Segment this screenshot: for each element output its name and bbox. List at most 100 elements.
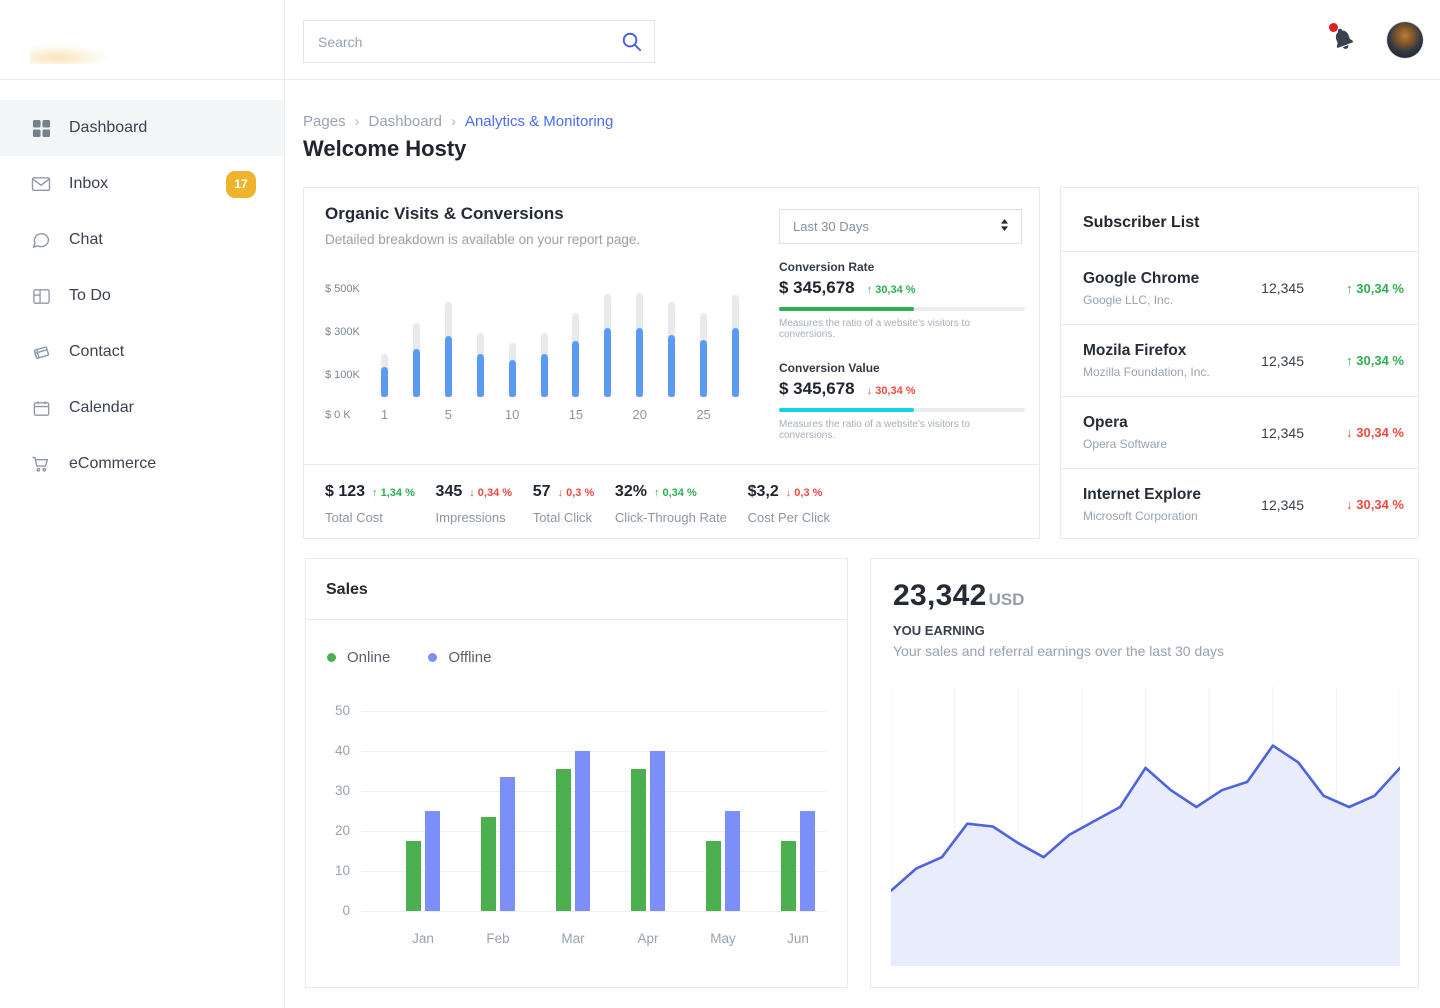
topbar: [0, 0, 1440, 80]
sales-card-title: Sales: [326, 581, 368, 598]
breadcrumb-link[interactable]: Dashboard: [368, 113, 442, 130]
metric-value: $ 345,678: [779, 278, 855, 297]
stat-value: 345: [435, 483, 463, 500]
legend-item-online: Online: [327, 649, 390, 666]
subscriber-name: Mozila Firefox: [1083, 342, 1187, 359]
organic-bar: [668, 302, 676, 397]
sidebar-item-label: eCommerce: [69, 455, 157, 472]
legend-label: Offline: [448, 649, 492, 666]
metric-label: Conversion Value: [779, 361, 880, 375]
organic-bar-fill: [668, 335, 676, 397]
sidebar-item-label: Dashboard: [69, 119, 148, 136]
sales-bar-offline: [575, 751, 590, 911]
x-axis-tick: 20: [632, 407, 647, 422]
sales-bar-online: [706, 841, 721, 911]
breadcrumb-separator: ›: [354, 113, 360, 130]
x-axis-tick: Mar: [561, 931, 585, 946]
organic-visits-card: Organic Visits & Conversions Detailed br…: [303, 187, 1040, 539]
organic-bar-fill: [731, 328, 739, 397]
sidebar-item-chat[interactable]: Chat: [0, 212, 284, 268]
search-input[interactable]: [304, 33, 616, 50]
subscriber-name: Opera: [1083, 414, 1128, 431]
organic-bar: [476, 333, 484, 397]
user-avatar[interactable]: [1387, 22, 1423, 58]
sales-bar-group-may: [706, 811, 740, 911]
stat-total-cost: $ 123 ↑ 1,34 % Total Cost: [325, 483, 415, 525]
subscriber-count: 12,345: [1261, 280, 1304, 296]
stat-value: 32%: [614, 483, 647, 500]
gridline: [361, 751, 826, 752]
stat-label: Total Click: [532, 510, 592, 525]
stat-label: Total Cost: [325, 510, 383, 525]
x-axis-tick: Feb: [486, 931, 510, 946]
organic-bar-fill: [572, 341, 580, 397]
breadcrumb: Pages › Dashboard › Analytics & Monitoring: [303, 113, 613, 130]
organic-stats-row: $ 123 ↑ 1,34 % Total Cost 345 ↓ 0,34 % Impres…: [325, 483, 830, 525]
cart-icon: [30, 453, 52, 475]
stat-impressions: 345 ↓ 0,34 % Impressions: [436, 483, 513, 525]
metric-delta: ↓ 30,34 %: [866, 385, 916, 397]
stat-label: Click-Through Rate: [614, 510, 727, 525]
organic-card-subtitle: Detailed breakdown is available on your …: [325, 232, 641, 247]
x-axis-tick: 1: [380, 407, 389, 422]
sales-bar-group-jun: [781, 811, 815, 911]
legend-item-offline: Offline: [428, 649, 491, 666]
sales-bar-online: [781, 841, 796, 911]
envelope-icon: [30, 173, 52, 195]
subscriber-row-google-chrome[interactable]: Google Chrome Google LLC, Inc. 12,345 ↑ 30,…: [1061, 252, 1418, 324]
sidebar-item-label: Calendar: [69, 399, 134, 416]
sidebar-item-to-do[interactable]: To Do: [0, 268, 284, 324]
sales-bar-online: [631, 769, 646, 911]
organic-bar-fill: [540, 354, 548, 397]
sidebar-item-label: Contact: [69, 343, 125, 360]
sidebar-item-calendar[interactable]: Calendar: [0, 380, 284, 436]
x-axis-tick: 10: [504, 407, 520, 422]
sidebar-item-ecommerce[interactable]: eCommerce: [0, 436, 284, 492]
sidebar-item-dashboard[interactable]: Dashboard: [0, 100, 284, 156]
y-axis-tick: $ 0 K: [325, 409, 351, 421]
organic-bar-fill: [412, 349, 420, 397]
notification-bell-icon[interactable]: [1329, 23, 1360, 56]
x-axis-tick: Apr: [637, 931, 659, 946]
stat-value: $ 123: [325, 483, 366, 500]
subscriber-company: Microsoft Corporation: [1083, 509, 1198, 523]
subscriber-delta: ↓ 30,34 %: [1346, 497, 1404, 512]
organic-bar-fill: [476, 354, 484, 397]
stat-delta: ↑ 0,34 %: [653, 487, 697, 499]
search-icon[interactable]: [616, 27, 646, 57]
sales-bar-offline: [500, 777, 515, 911]
subscriber-list-card: Subscriber List Google Chrome Google LLC,…: [1060, 187, 1419, 539]
sidebar: Dashboard Inbox 17 Chat To Do Contact Calendar…: [0, 0, 285, 1008]
sales-bar-offline: [800, 811, 815, 911]
stat-delta: ↓ 0,34 %: [469, 487, 513, 499]
y-axis-tick: $ 100K: [325, 369, 360, 381]
breadcrumb-link[interactable]: Analytics & Monitoring: [464, 113, 614, 130]
subscriber-row-mozila-firefox[interactable]: Mozila Firefox Mozilla Foundation, Inc. 12…: [1061, 324, 1418, 396]
earnings-area-chart: [889, 687, 1402, 967]
sidebar-item-contact[interactable]: Contact: [0, 324, 284, 380]
breadcrumb-link[interactable]: Pages: [303, 113, 346, 130]
gridline: [361, 791, 826, 792]
sales-card: Sales Online Offline 50 40 30 20 10 0 Jan Feb Ma…: [305, 558, 848, 988]
gridline: [361, 831, 826, 832]
sidebar-item-label: To Do: [69, 287, 111, 304]
organic-bar: [731, 295, 739, 397]
subscriber-count: 12,345: [1261, 496, 1304, 513]
sidebar-item-inbox[interactable]: Inbox 17: [0, 156, 284, 212]
subscriber-row-internet-explore[interactable]: Internet Explore Microsoft Corporation 12,…: [1061, 468, 1418, 540]
organic-bar-fill: [381, 367, 388, 397]
stat-delta: ↓ 0,3 %: [557, 487, 595, 499]
sales-bar-group-feb: [481, 777, 515, 911]
organic-bar: 20: [633, 293, 647, 422]
logo[interactable]: [30, 42, 120, 64]
organic-chart-bars: 1 5 10 15 20 25: [381, 285, 739, 422]
page-title: Welcome Hosty: [303, 136, 467, 161]
subscriber-list-title: Subscriber List: [1083, 214, 1200, 231]
period-select[interactable]: Last 30 Days: [779, 209, 1022, 244]
x-axis-tick: 15: [568, 407, 584, 422]
metric-value: $ 345,678: [779, 379, 855, 398]
subscriber-row-opera[interactable]: Opera Opera Software 12,345 ↓ 30,34 %: [1061, 396, 1418, 468]
subscriber-count: 12,345: [1261, 424, 1304, 441]
conversion-metrics: Conversion Rate $ 345,678 ↑ 30,34 % Measure…: [779, 260, 1025, 462]
sales-bar-online: [556, 769, 571, 911]
